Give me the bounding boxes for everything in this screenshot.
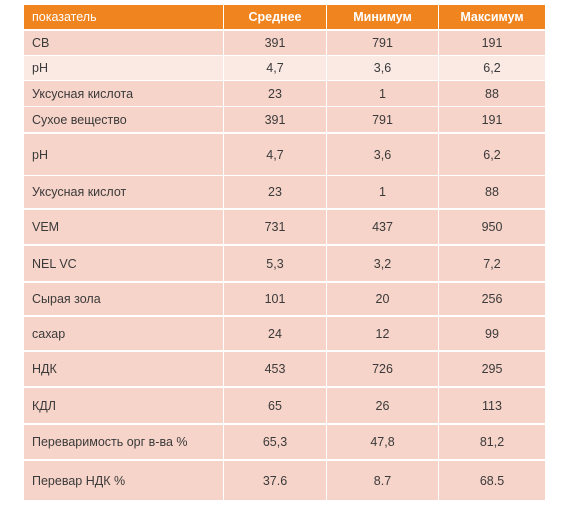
value-cell: 37.6 bbox=[224, 461, 326, 500]
value-cell: 4,7 bbox=[224, 134, 326, 175]
row-label: Уксусная кислота bbox=[24, 81, 223, 106]
row-label: Переваримость орг в-ва % bbox=[24, 425, 223, 459]
value-cell: 437 bbox=[327, 210, 438, 244]
header-cell: Максимум bbox=[439, 5, 545, 29]
header-cell: Минимум bbox=[327, 5, 438, 29]
value-cell: 65 bbox=[224, 388, 326, 423]
value-cell: 113 bbox=[439, 388, 545, 423]
value-cell: 950 bbox=[439, 210, 545, 244]
value-cell: 1 bbox=[327, 81, 438, 106]
value-cell: 391 bbox=[224, 107, 326, 132]
value-cell: 791 bbox=[327, 107, 438, 132]
value-cell: 99 bbox=[439, 317, 545, 350]
value-cell: 731 bbox=[224, 210, 326, 244]
value-cell: 3,6 bbox=[327, 134, 438, 175]
header-cell: Среднее bbox=[224, 5, 326, 29]
value-cell: 68.5 bbox=[439, 461, 545, 500]
value-cell: 65,3 bbox=[224, 425, 326, 459]
value-cell: 26 bbox=[327, 388, 438, 423]
row-label: Сырая зола bbox=[24, 283, 223, 315]
value-cell: 23 bbox=[224, 176, 326, 208]
value-cell: 12 bbox=[327, 317, 438, 350]
value-cell: 8.7 bbox=[327, 461, 438, 500]
value-cell: 3,6 bbox=[327, 56, 438, 80]
value-cell: 791 bbox=[327, 31, 438, 55]
value-cell: 4,7 bbox=[224, 56, 326, 80]
value-cell: 7,2 bbox=[439, 246, 545, 281]
value-cell: 191 bbox=[439, 107, 545, 132]
value-cell: 88 bbox=[439, 81, 545, 106]
value-cell: 23 bbox=[224, 81, 326, 106]
value-cell: 1 bbox=[327, 176, 438, 208]
value-cell: 5,3 bbox=[224, 246, 326, 281]
row-label: pH bbox=[24, 56, 223, 80]
value-cell: 81,2 bbox=[439, 425, 545, 459]
value-cell: 3,2 bbox=[327, 246, 438, 281]
row-label: Перевар НДК % bbox=[24, 461, 223, 500]
row-label: НДК bbox=[24, 352, 223, 386]
value-cell: 20 bbox=[327, 283, 438, 315]
value-cell: 47,8 bbox=[327, 425, 438, 459]
row-label: Сухое вещество bbox=[24, 107, 223, 132]
value-cell: 726 bbox=[327, 352, 438, 386]
value-cell: 191 bbox=[439, 31, 545, 55]
value-cell: 6,2 bbox=[439, 56, 545, 80]
value-cell: 101 bbox=[224, 283, 326, 315]
header-cell: показатель bbox=[24, 5, 223, 29]
value-cell: 295 bbox=[439, 352, 545, 386]
row-label: сахар bbox=[24, 317, 223, 350]
row-label: pH bbox=[24, 134, 223, 175]
value-cell: 24 bbox=[224, 317, 326, 350]
row-label: VEM bbox=[24, 210, 223, 244]
value-cell: 88 bbox=[439, 176, 545, 208]
row-label: NEL VC bbox=[24, 246, 223, 281]
value-cell: 391 bbox=[224, 31, 326, 55]
row-label: СВ bbox=[24, 31, 223, 55]
row-label: КДЛ bbox=[24, 388, 223, 423]
value-cell: 256 bbox=[439, 283, 545, 315]
row-label: Уксусная кислот bbox=[24, 176, 223, 208]
value-cell: 6,2 bbox=[439, 134, 545, 175]
value-cell: 453 bbox=[224, 352, 326, 386]
